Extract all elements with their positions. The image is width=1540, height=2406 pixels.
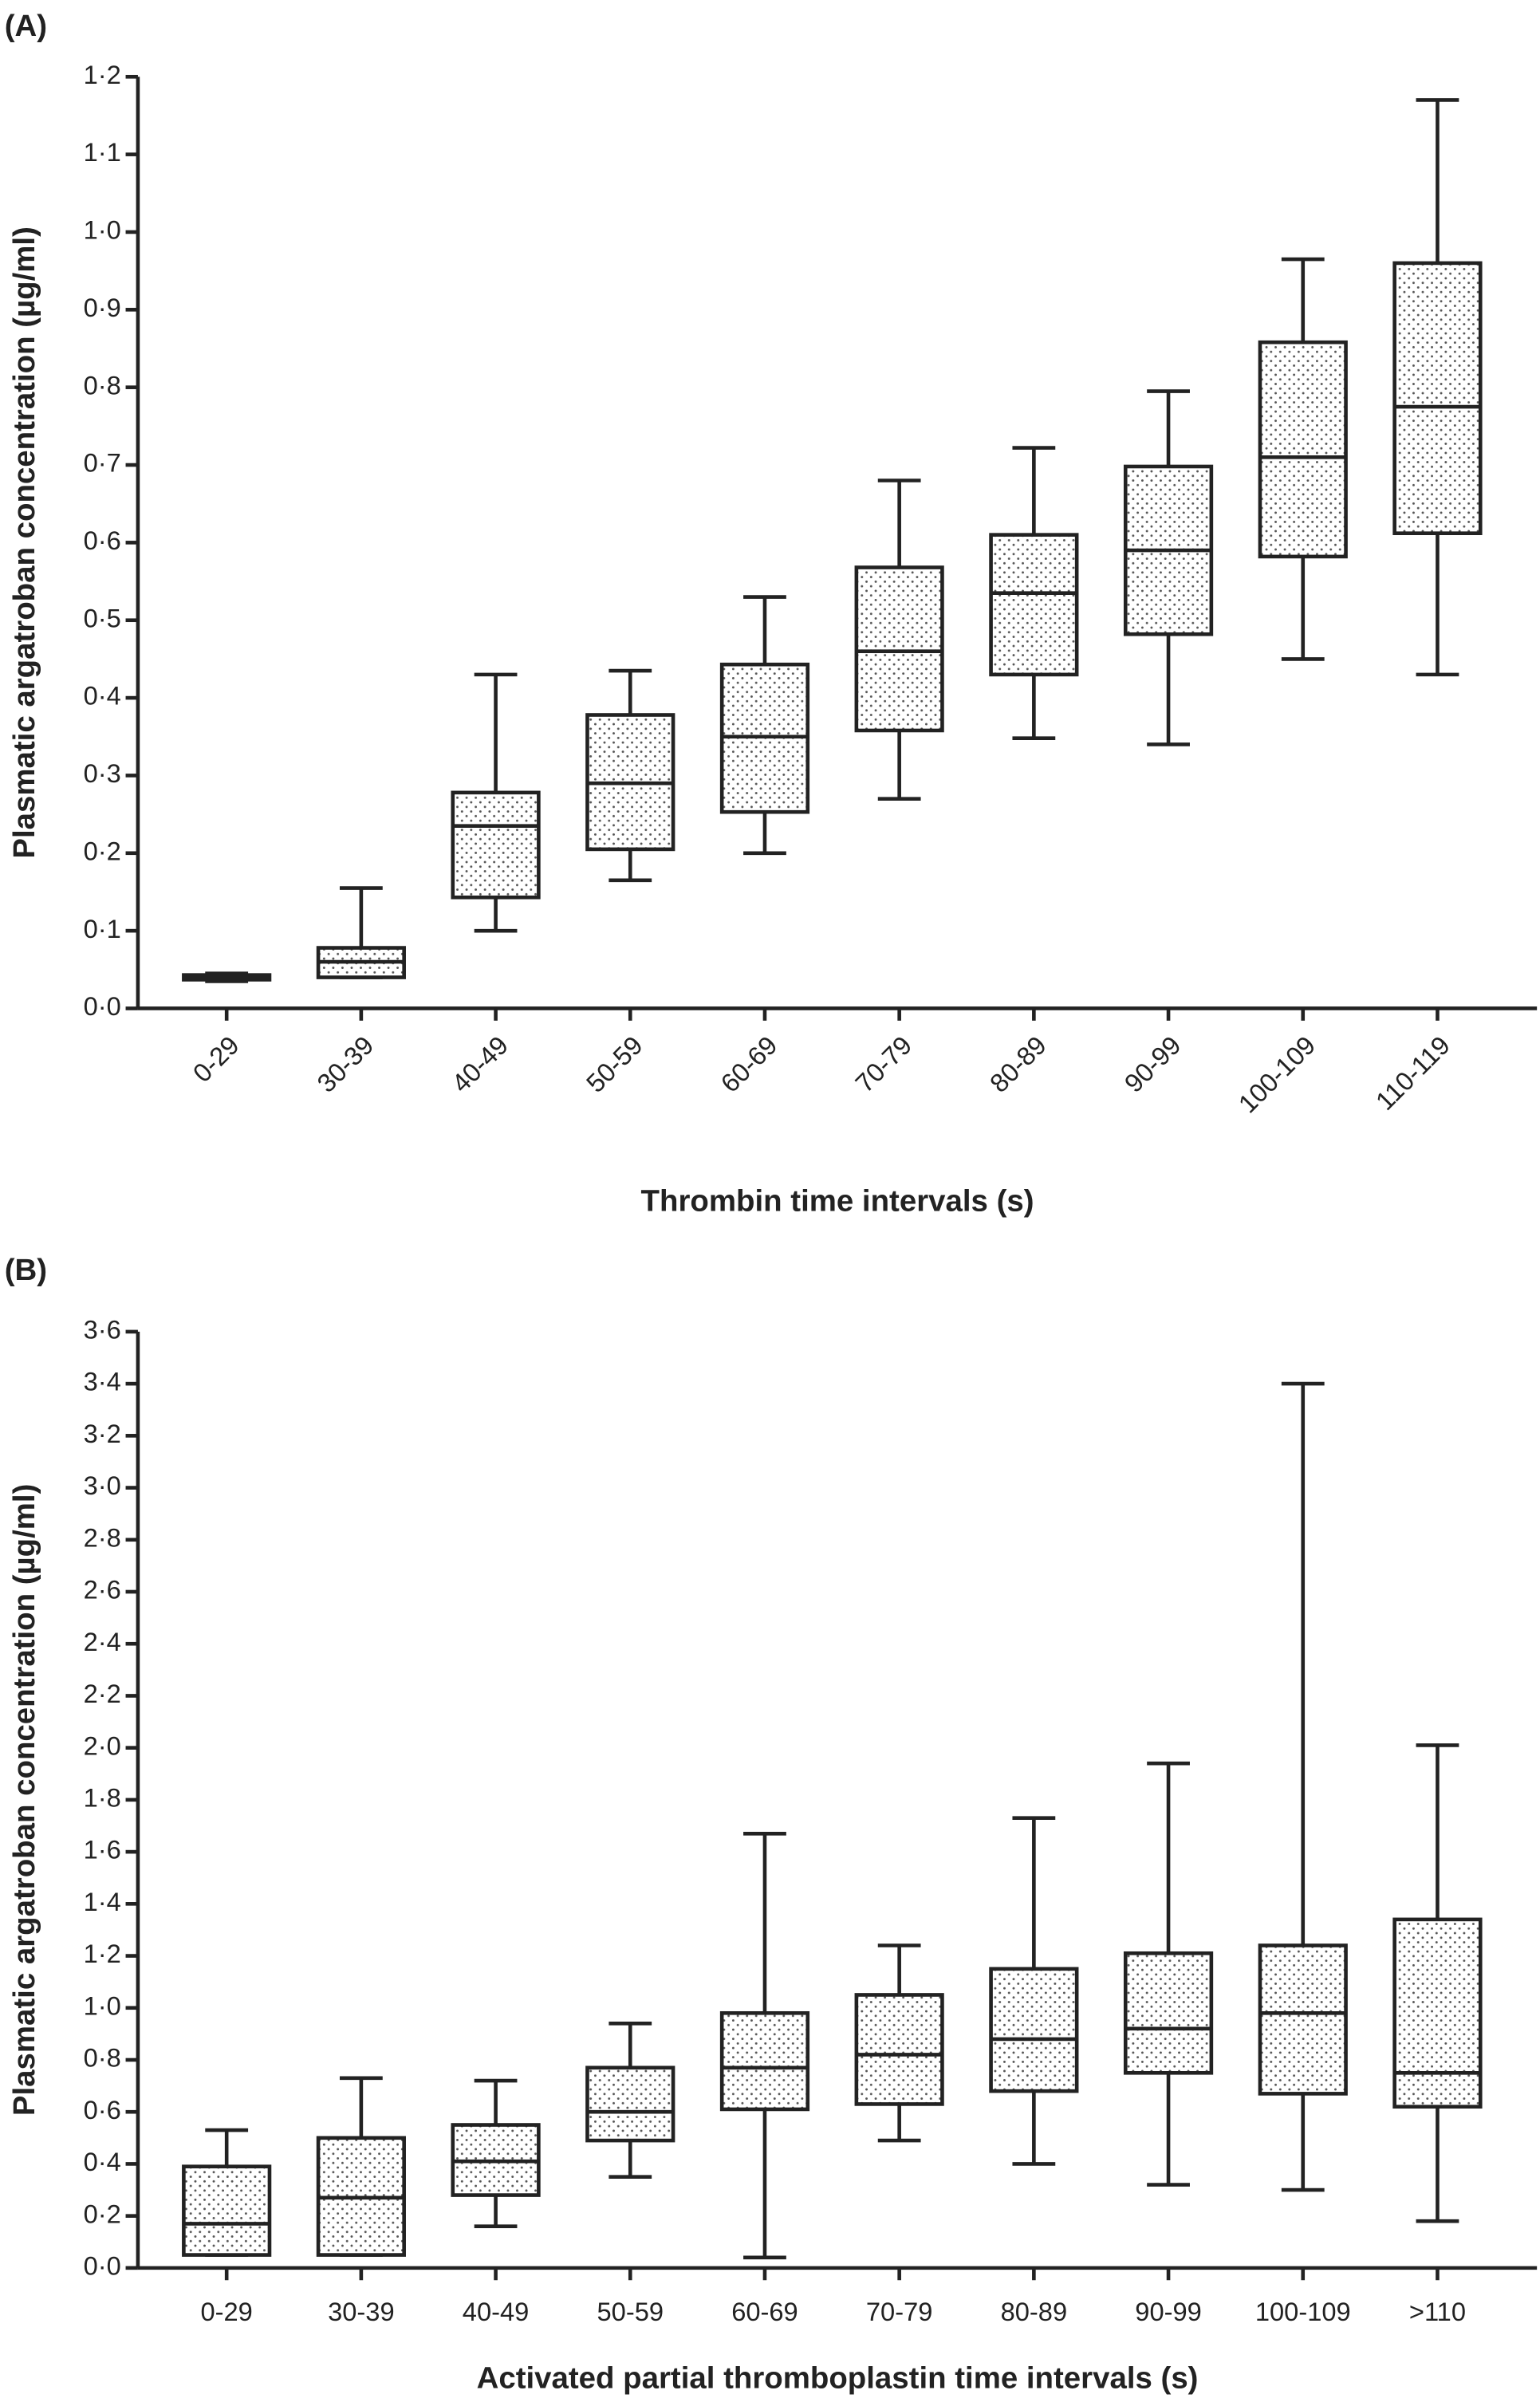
y-tick-label: 1·0 — [84, 215, 121, 245]
x-tick-label: 100-109 — [1232, 1030, 1321, 1119]
y-tick-label: 1·4 — [84, 1887, 121, 1916]
x-tick-label: 90-99 — [1118, 1030, 1186, 1098]
y-tick-label: 0·4 — [84, 681, 121, 711]
panel-label: (B) — [5, 1253, 47, 1287]
y-tick-label: 1·0 — [84, 1991, 121, 2020]
y-tick-label: 3·6 — [84, 1315, 121, 1345]
x-tick-label: 40-49 — [446, 1030, 514, 1098]
x-axis-title: Thrombin time intervals (s) — [641, 1184, 1034, 1219]
box — [451, 790, 541, 900]
x-tick-label: 70-79 — [849, 1030, 917, 1098]
y-tick-label: 1·2 — [84, 1939, 121, 1968]
y-tick-label: 3·0 — [84, 1471, 121, 1500]
x-tick-label: 80-89 — [1001, 2297, 1068, 2326]
y-tick-label: 3·2 — [84, 1419, 121, 1448]
x-axis-title: Activated partial thromboplastin time in… — [477, 2361, 1199, 2395]
x-tick-label: 30-39 — [328, 2297, 395, 2326]
x-tick-label: 0-29 — [200, 2297, 252, 2326]
x-tick-label: 90-99 — [1135, 2297, 1202, 2326]
box — [1258, 1943, 1348, 2096]
panel-label: (A) — [5, 9, 47, 43]
y-tick-label: 0·9 — [84, 293, 121, 322]
y-tick-label: 0·7 — [84, 448, 121, 478]
y-tick-label: 1·8 — [84, 1783, 121, 1813]
y-tick-label: 1·2 — [84, 60, 121, 89]
y-tick-label: 0·3 — [84, 758, 121, 788]
box — [719, 2010, 810, 2112]
box — [1258, 340, 1348, 559]
y-axis-title: Plasmatic argatroban concentration (µg/m… — [7, 1484, 41, 2117]
box — [1392, 1917, 1483, 2109]
y-tick-label: 0·4 — [84, 2147, 121, 2176]
box — [1123, 1951, 1214, 2075]
y-tick-label: 2·4 — [84, 1627, 121, 1656]
x-tick-label: 50-59 — [597, 2297, 664, 2326]
y-tick-label: 0·0 — [84, 991, 121, 1021]
x-tick-label: 110-119 — [1370, 1030, 1455, 1116]
x-tick-label: 80-89 — [984, 1030, 1052, 1098]
y-tick-label: 2·8 — [84, 1522, 121, 1552]
x-tick-label: 30-39 — [311, 1030, 379, 1098]
x-tick-label: 60-69 — [715, 1030, 782, 1098]
box — [1392, 261, 1483, 536]
y-tick-label: 0·2 — [84, 836, 121, 865]
x-tick-label: 40-49 — [463, 2297, 530, 2326]
y-tick-label: 0·1 — [84, 914, 121, 943]
y-tick-label: 2·6 — [84, 1575, 121, 1605]
x-tick-label: >110 — [1409, 2297, 1466, 2326]
y-tick-label: 0·5 — [84, 603, 121, 632]
y-tick-label: 0·8 — [84, 2043, 121, 2073]
y-tick-label: 1·1 — [84, 137, 121, 167]
y-tick-label: 2·2 — [84, 1679, 121, 1708]
box — [989, 1967, 1079, 2093]
y-tick-label: 0·8 — [84, 370, 121, 400]
y-tick-label: 0·2 — [84, 2199, 121, 2228]
box — [854, 1993, 944, 2106]
y-tick-label: 0·6 — [84, 526, 121, 555]
x-tick-label: 60-69 — [731, 2297, 798, 2326]
box — [854, 565, 944, 733]
box — [585, 2065, 675, 2143]
x-tick-label: 100-109 — [1255, 2297, 1351, 2326]
x-tick-label: 0-29 — [187, 1030, 244, 1088]
x-tick-label: 50-59 — [581, 1030, 648, 1098]
y-tick-label: 0·6 — [84, 2095, 121, 2124]
y-tick-label: 3·4 — [84, 1367, 121, 1396]
box — [989, 533, 1079, 677]
y-tick-label: 0·0 — [84, 2250, 121, 2280]
y-tick-label: 1·6 — [84, 1835, 121, 1865]
y-axis-title: Plasmatic argatroban concentration (µg/m… — [7, 226, 41, 859]
box — [182, 2164, 272, 2257]
y-tick-label: 2·0 — [84, 1731, 121, 1760]
x-tick-label: 70-79 — [866, 2297, 933, 2326]
